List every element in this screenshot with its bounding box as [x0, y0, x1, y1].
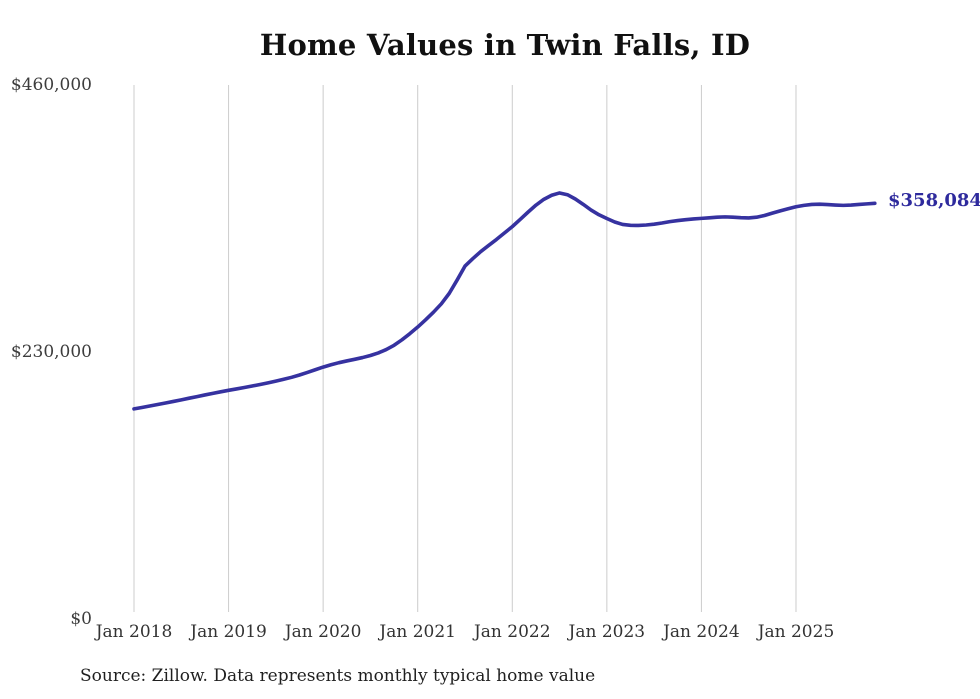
- home-value-line-series: [132, 191, 877, 411]
- x-axis-tick-jan-2018: Jan 2018: [95, 622, 173, 642]
- y-axis-tick-460000: $460,000: [10, 75, 92, 95]
- y-axis-tick-0: $0: [70, 609, 92, 629]
- x-axis-tick-jan-2019: Jan 2019: [190, 622, 267, 642]
- x-axis-tick-jan-2020: Jan 2020: [284, 622, 362, 642]
- y-axis-tick-230000: $230,000: [10, 342, 92, 362]
- x-axis-tick-jan-2024: Jan 2024: [663, 622, 740, 642]
- x-axis-tick-jan-2023: Jan 2023: [568, 622, 646, 642]
- x-axis-tick-jan-2022: Jan 2022: [473, 622, 551, 642]
- source-note: Source: Zillow. Data represents monthly …: [80, 666, 596, 686]
- end-value-label: $358,084: [888, 190, 980, 211]
- x-axis-tick-jan-2021: Jan 2021: [379, 622, 456, 642]
- x-axis-tick-jan-2025: Jan 2025: [757, 622, 835, 642]
- chart-title: Home Values in Twin Falls, ID: [259, 28, 751, 62]
